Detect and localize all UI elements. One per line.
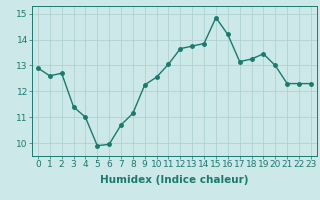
X-axis label: Humidex (Indice chaleur): Humidex (Indice chaleur) xyxy=(100,175,249,185)
